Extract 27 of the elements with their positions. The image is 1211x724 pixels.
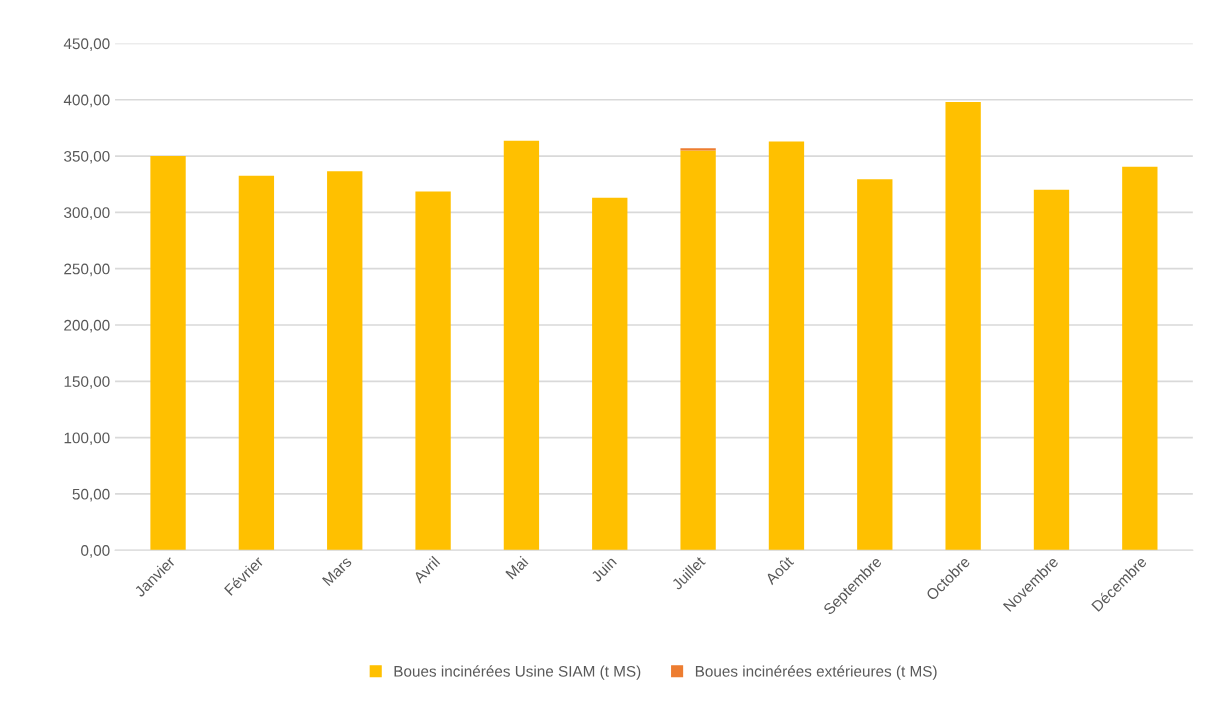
bar bbox=[680, 150, 716, 551]
y-tick-label: 450,00 bbox=[63, 38, 110, 51]
bar bbox=[238, 175, 275, 551]
bar bbox=[415, 191, 451, 551]
y-tick-label: 200,00 bbox=[64, 319, 110, 333]
y-tick-label: 350,00 bbox=[64, 150, 110, 164]
bar bbox=[503, 140, 540, 551]
y-tick-label: 250,00 bbox=[64, 263, 110, 277]
legend-label: Boues incinérées extérieures (t MS) bbox=[695, 665, 937, 680]
x-tick-label: Mai bbox=[504, 555, 529, 580]
x-tick-label: Juin bbox=[590, 555, 617, 583]
bar bbox=[1033, 189, 1070, 551]
y-tick-label: 150,00 bbox=[64, 376, 110, 389]
bar bbox=[327, 171, 363, 551]
bar bbox=[857, 179, 893, 551]
y-tick-label: 100,00 bbox=[64, 432, 110, 446]
y-tick-label: 300,00 bbox=[64, 207, 110, 220]
bar bbox=[592, 197, 628, 551]
y-tick-label: 400,00 bbox=[63, 94, 110, 108]
bar bbox=[1122, 166, 1158, 551]
bar bbox=[768, 141, 805, 551]
legend-label: Boues incinérées Usine SIAM (t MS) bbox=[394, 665, 641, 680]
y-tick-label: 0,00 bbox=[81, 545, 110, 558]
y-tick-label: 50,00 bbox=[72, 488, 110, 502]
bar bbox=[680, 148, 716, 151]
bar bbox=[945, 102, 981, 551]
bar bbox=[150, 156, 186, 551]
